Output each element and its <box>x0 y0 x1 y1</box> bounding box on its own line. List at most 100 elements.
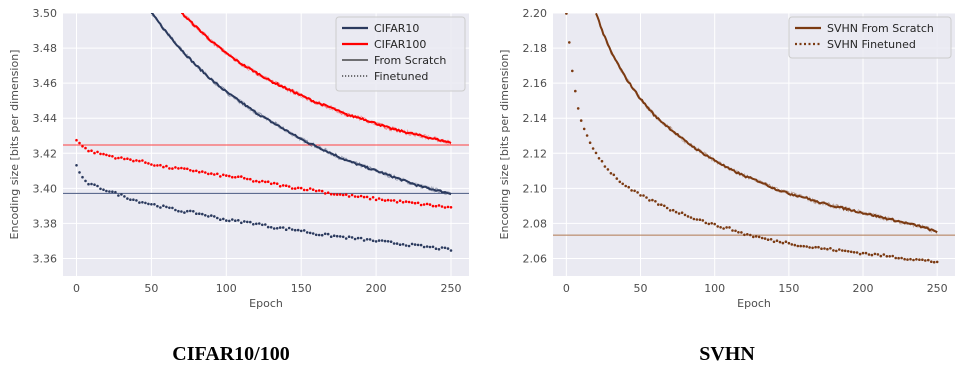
series-point <box>120 193 123 196</box>
series-point <box>138 201 141 204</box>
series-point <box>365 238 369 241</box>
series-point <box>665 206 669 210</box>
series-point <box>111 190 114 193</box>
series-point <box>568 41 571 44</box>
series-point <box>832 249 835 252</box>
series-point <box>153 164 156 167</box>
series-point <box>425 245 429 248</box>
series-point <box>722 227 725 230</box>
series-point <box>793 243 797 247</box>
series-point <box>428 245 432 249</box>
series-point <box>353 195 357 198</box>
series-point <box>302 188 306 192</box>
series-point <box>823 247 826 250</box>
legend-label: Finetuned <box>374 70 428 83</box>
series-point <box>362 195 366 199</box>
series-point <box>374 240 378 243</box>
series-point <box>329 192 333 196</box>
series-point <box>180 210 183 213</box>
series-point <box>565 13 568 15</box>
series-point <box>96 150 99 154</box>
series-point <box>749 233 752 237</box>
series-point <box>356 236 360 240</box>
series-point <box>183 211 186 214</box>
series-point <box>332 193 336 196</box>
series-point <box>574 89 577 93</box>
series-point <box>120 156 123 159</box>
series-point <box>138 159 141 163</box>
series-point <box>204 171 207 174</box>
x-tick-label: 200 <box>853 282 874 295</box>
series-point <box>252 180 255 183</box>
series-point <box>317 233 321 237</box>
series-point <box>870 253 874 257</box>
series-point <box>383 199 387 202</box>
series-point <box>156 164 159 167</box>
series-point <box>781 241 785 245</box>
series-point <box>808 246 811 249</box>
series-point <box>621 182 624 186</box>
series-point <box>320 189 324 193</box>
series-point <box>930 260 933 264</box>
series-point <box>204 214 207 217</box>
legend-label: CIFAR10 <box>374 22 419 35</box>
series-point <box>249 177 252 181</box>
series-point <box>329 235 333 238</box>
series-point <box>246 177 249 181</box>
series-point <box>876 253 880 256</box>
series-point <box>912 258 915 262</box>
series-point <box>240 221 243 225</box>
series-point <box>615 177 619 180</box>
series-point <box>165 205 168 209</box>
series-point <box>814 245 817 249</box>
series-point <box>389 199 393 202</box>
series-point <box>846 250 850 253</box>
series-point <box>891 254 894 258</box>
series-point <box>431 245 435 249</box>
y-axis-label: Encoding size [bits per dimension] <box>8 50 21 240</box>
series-point <box>78 171 81 174</box>
series-point <box>817 245 820 249</box>
series-cifar10-finetuned <box>75 164 453 252</box>
series-point <box>380 198 384 202</box>
series-point <box>75 164 78 167</box>
series-point <box>141 159 144 162</box>
series-point <box>269 182 273 186</box>
series-point <box>162 204 165 207</box>
series-point <box>419 243 423 247</box>
series-point <box>407 200 411 204</box>
series-point <box>398 199 402 202</box>
series-point <box>627 185 630 189</box>
series-point <box>261 179 264 183</box>
series-point <box>368 238 372 241</box>
series-point <box>790 243 794 246</box>
series-point <box>760 236 764 240</box>
series-point <box>443 246 447 250</box>
series-point <box>93 151 96 155</box>
series-point <box>192 169 195 173</box>
series-point <box>240 175 243 178</box>
series-point <box>377 197 381 200</box>
series-point <box>443 206 447 209</box>
series-point <box>135 199 138 202</box>
series-point <box>323 192 327 195</box>
series-point <box>858 252 862 256</box>
series-point <box>102 152 105 156</box>
series-point <box>275 227 279 230</box>
series-point <box>272 227 276 230</box>
series-point <box>906 258 909 261</box>
series-point <box>350 193 354 197</box>
series-point <box>338 193 342 196</box>
series-point <box>93 183 96 186</box>
series-point <box>829 247 832 250</box>
series-point <box>207 215 210 218</box>
series-point <box>707 222 711 226</box>
series-point <box>606 168 610 171</box>
series-point <box>752 235 755 239</box>
series-point <box>428 203 432 206</box>
series-point <box>897 256 900 260</box>
series-point <box>743 233 746 237</box>
series-point <box>198 212 201 215</box>
series-point <box>105 153 108 157</box>
series-point <box>258 222 261 225</box>
